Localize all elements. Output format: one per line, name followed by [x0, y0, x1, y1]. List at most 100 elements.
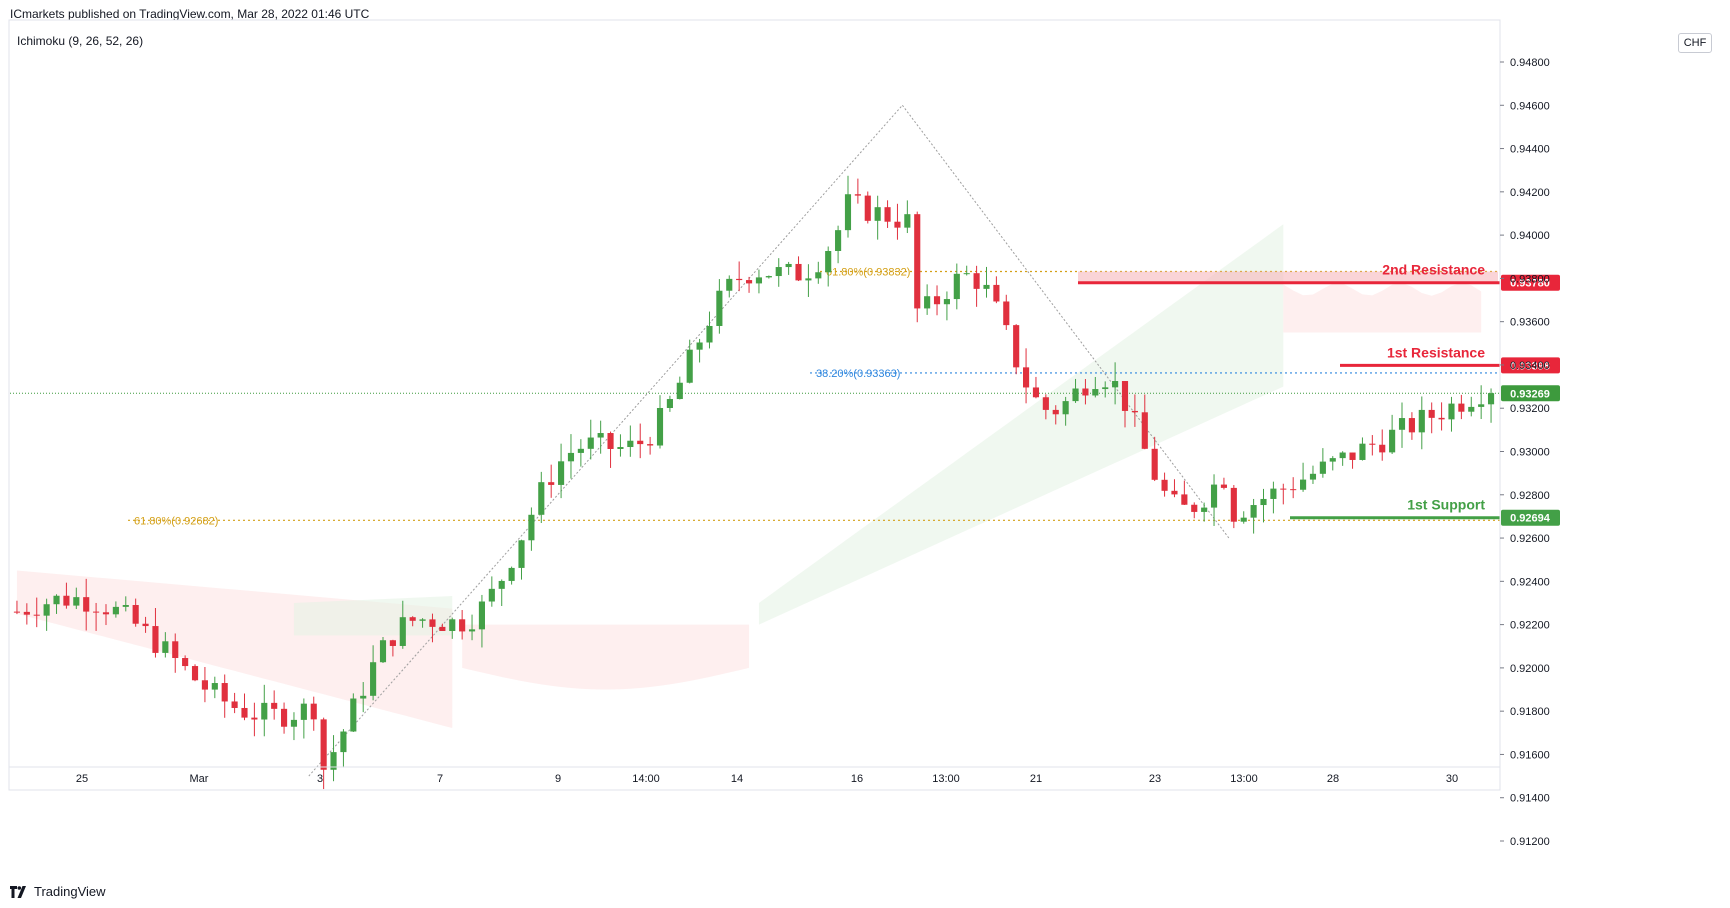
candle-body	[835, 230, 842, 251]
candle-body	[755, 277, 763, 284]
candle-body	[290, 719, 298, 727]
candle-body	[548, 482, 555, 485]
candle-body	[389, 640, 396, 646]
candle-body	[676, 382, 683, 400]
candle-body	[498, 580, 505, 589]
y-tick-label: 0.94600	[1510, 100, 1550, 112]
published-header: ICmarkets published on TradingView.com, …	[10, 7, 370, 21]
y-tick-label: 0.94200	[1510, 187, 1550, 199]
tradingview-logo[interactable]: TradingView	[10, 884, 106, 899]
candle-body	[280, 708, 288, 727]
level-label: 2nd Resistance	[1382, 262, 1485, 278]
candle-body	[112, 606, 119, 615]
fibonacci-swing-lines	[308, 104, 1230, 777]
candle-body	[1349, 452, 1356, 460]
candle-body	[1478, 404, 1485, 407]
candle-body	[706, 325, 713, 343]
candle-body	[508, 567, 515, 581]
currency-button[interactable]: CHF	[1678, 33, 1712, 53]
candle-body	[1171, 490, 1178, 495]
ichimoku-cloud	[16, 224, 1482, 729]
candle-body	[33, 614, 40, 616]
level-price-tag-text: 0.93398	[1510, 360, 1550, 372]
candle-body	[221, 683, 228, 702]
candle-body	[162, 641, 169, 653]
y-tick-label: 0.92400	[1510, 576, 1550, 588]
candle-body	[310, 703, 317, 720]
candle-body	[320, 719, 327, 770]
candle-body	[271, 702, 278, 709]
candle-body	[1151, 448, 1158, 480]
candle-body	[1072, 388, 1079, 402]
candle-body	[191, 666, 199, 681]
candle-body	[251, 717, 258, 720]
tradingview-logo-icon	[10, 885, 26, 898]
candle-body	[765, 276, 772, 278]
candle-body	[1458, 403, 1465, 412]
candle-body	[1339, 452, 1346, 459]
y-tick-label: 0.91400	[1510, 793, 1550, 805]
candle-body	[1369, 443, 1376, 445]
candle-body	[745, 280, 753, 284]
candle-body	[300, 703, 307, 720]
candle-body	[1389, 429, 1396, 453]
candle-body	[1398, 418, 1406, 430]
candle-body	[1319, 461, 1326, 474]
x-tick-label: 21	[1030, 773, 1042, 785]
candle-body	[261, 702, 268, 720]
candle-body	[518, 540, 525, 568]
candle-body	[1210, 484, 1218, 508]
y-tick-label: 0.92600	[1510, 533, 1550, 545]
x-tick-label: 7	[437, 773, 443, 785]
candle-body	[587, 437, 594, 449]
candle-body	[904, 214, 911, 228]
y-tick-label: 0.93400	[1510, 360, 1550, 372]
y-tick-label: 0.92200	[1510, 620, 1550, 632]
candle-body	[132, 605, 139, 624]
y-tick-label: 0.91600	[1510, 749, 1550, 761]
level-price-tag-text: 0.93780	[1510, 278, 1550, 290]
candle-body	[231, 701, 238, 708]
plot-border	[8, 19, 1501, 791]
candle-body	[23, 611, 30, 615]
level-label: 1st Support	[1407, 497, 1485, 513]
ichimoku-indicator-label[interactable]: Ichimoku (9, 26, 52, 26)	[17, 34, 144, 48]
candle-body	[53, 595, 60, 605]
candle-body	[637, 440, 644, 445]
candle-body	[656, 407, 664, 446]
candle-body	[1131, 410, 1138, 413]
level-price-tag	[1501, 274, 1560, 291]
x-tick-label: 25	[76, 773, 88, 785]
candle-body	[785, 263, 792, 268]
candle-body	[854, 194, 861, 196]
candle-body	[1112, 381, 1119, 388]
candle-body	[983, 284, 990, 289]
candle-body	[399, 617, 406, 646]
candle-body	[1487, 393, 1495, 405]
candle-body	[1260, 498, 1267, 506]
candle-body	[844, 194, 852, 231]
candle-body	[597, 433, 604, 438]
candle-body	[83, 597, 90, 612]
candle-body	[528, 514, 535, 541]
resistance-zone	[1078, 271, 1498, 283]
candle-body	[815, 272, 822, 279]
y-tick-label: 0.91200	[1510, 836, 1550, 848]
support-resistance-levels: 2nd Resistance 0.93780 1st Resistance 0.933…	[1078, 262, 1560, 526]
candle-body	[1042, 397, 1049, 410]
candle-body	[963, 273, 970, 275]
swing-line	[308, 104, 903, 777]
candle-body	[419, 619, 426, 621]
candle-body	[122, 605, 129, 607]
level-price-tag	[1501, 509, 1560, 526]
level-label: 1st Resistance	[1387, 344, 1485, 360]
x-tick-label: 23	[1149, 773, 1161, 785]
candle-body	[1448, 403, 1455, 420]
y-tick-label: 0.94800	[1510, 57, 1550, 69]
y-tick-label: 0.93600	[1510, 317, 1550, 329]
cloud-band	[462, 624, 750, 690]
candle-body	[924, 296, 931, 309]
x-tick-label: 3	[317, 773, 323, 785]
candle-body	[795, 263, 802, 281]
